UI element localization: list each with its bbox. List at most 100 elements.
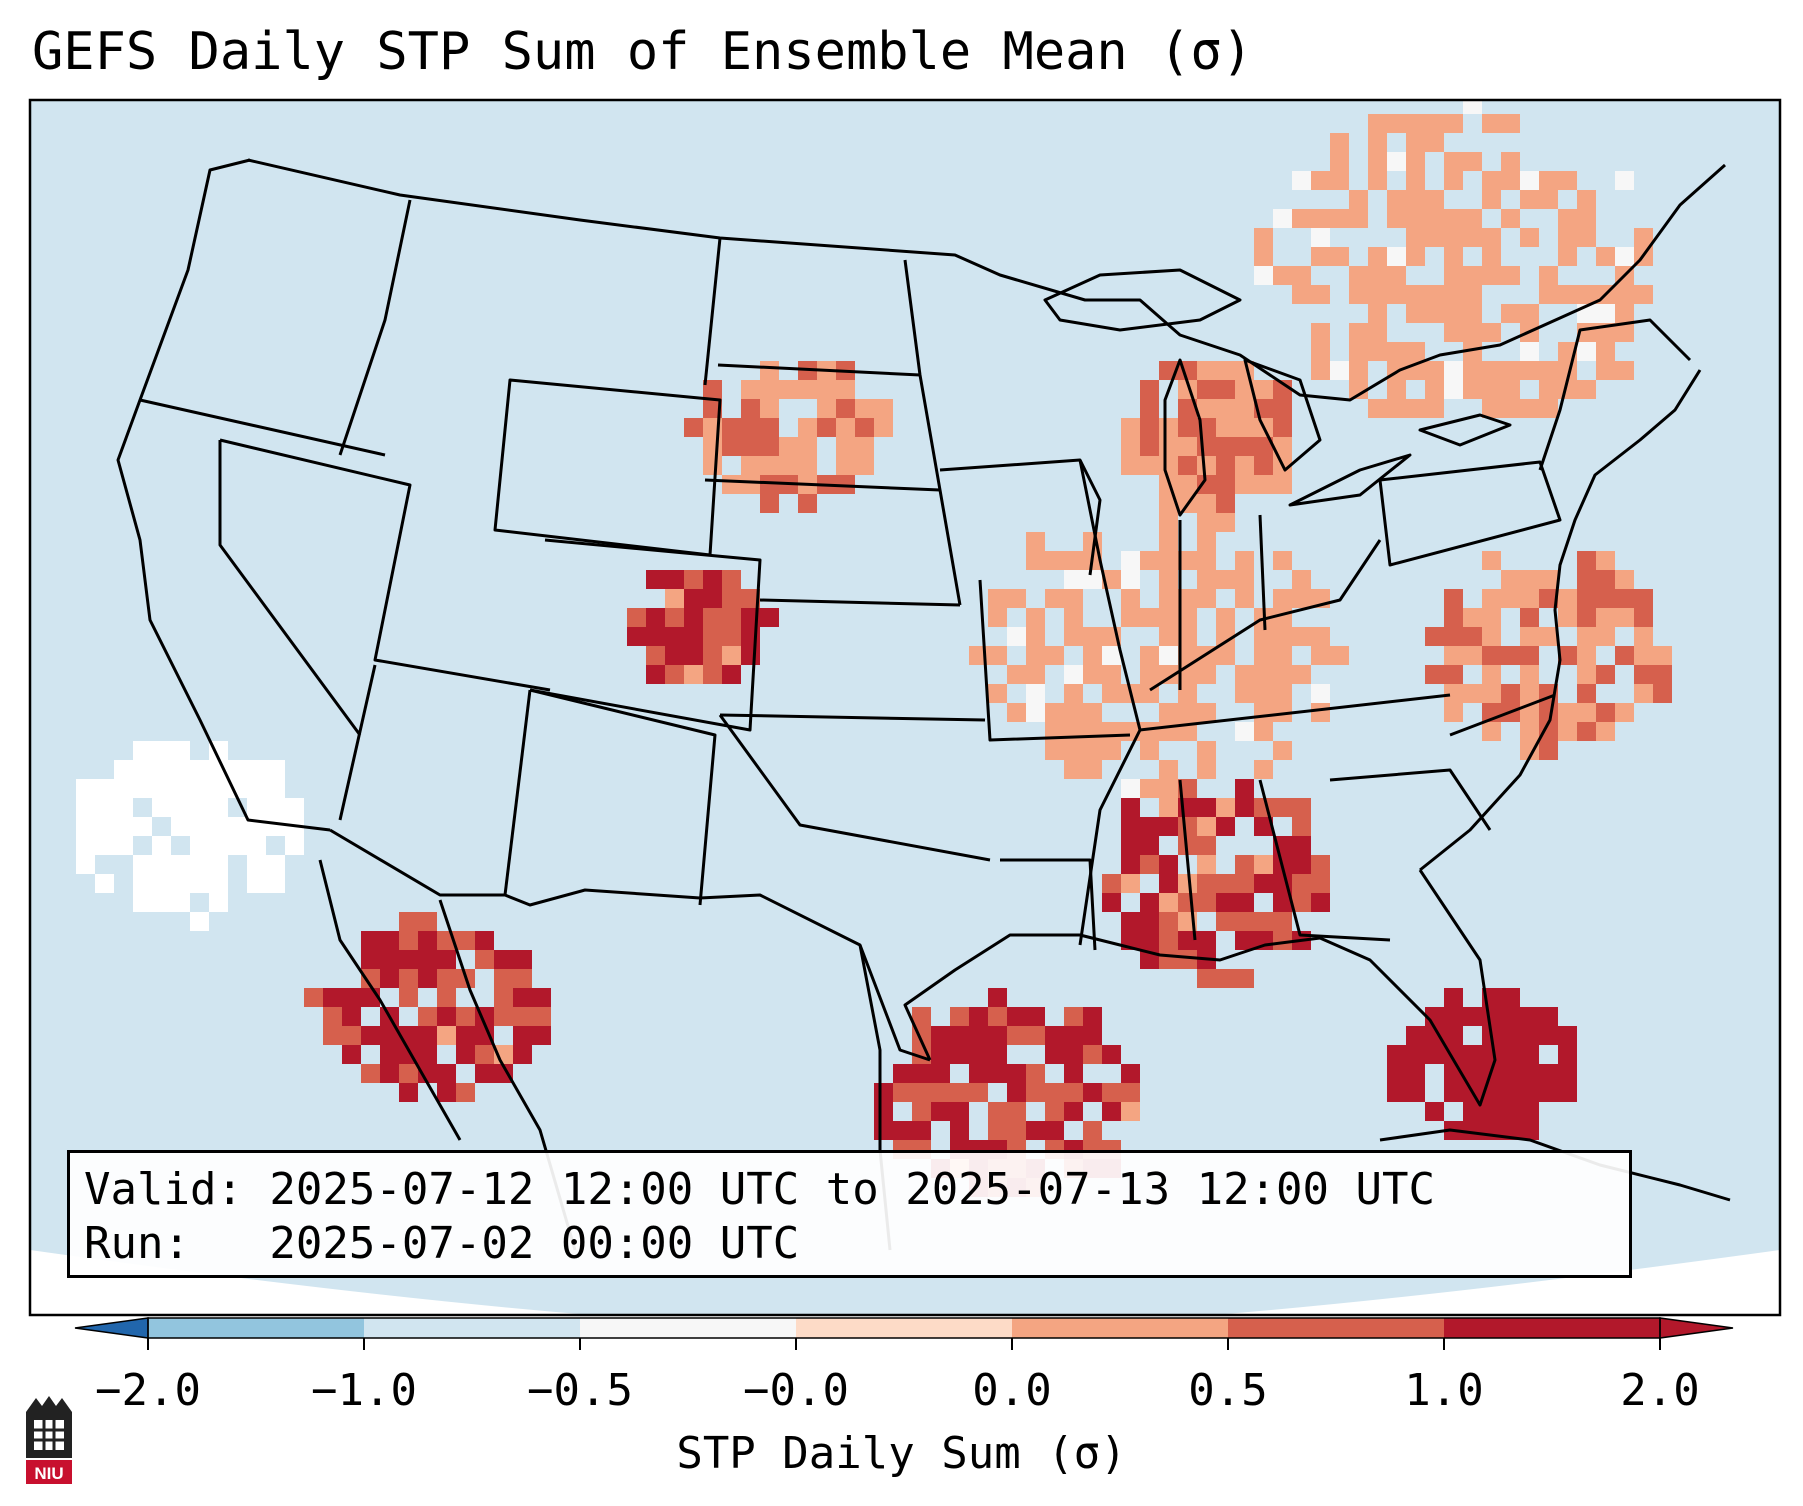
west-coast bbox=[116, 158, 331, 832]
stp-cell bbox=[1406, 342, 1425, 361]
stp-cell bbox=[1026, 684, 1045, 703]
stp-cell bbox=[1254, 703, 1273, 722]
stp-cell bbox=[627, 608, 646, 627]
stp-cell bbox=[1064, 684, 1083, 703]
stp-cell bbox=[1368, 114, 1387, 133]
stp-cell bbox=[1216, 418, 1235, 437]
stp-cell bbox=[1083, 722, 1102, 741]
stp-cell bbox=[1482, 190, 1501, 209]
stp-cell bbox=[1026, 703, 1045, 722]
stp-cell bbox=[1140, 722, 1159, 741]
stp-cell bbox=[1596, 361, 1615, 380]
stp-cell bbox=[418, 437, 437, 456]
stp-cell bbox=[1197, 931, 1216, 950]
stp-cell bbox=[1444, 1007, 1463, 1026]
stp-cell bbox=[1178, 817, 1197, 836]
stp-cell bbox=[1254, 665, 1273, 684]
stp-cell bbox=[1045, 646, 1064, 665]
stp-cell bbox=[1178, 456, 1197, 475]
stp-cell bbox=[1178, 551, 1197, 570]
stp-cell bbox=[1539, 570, 1558, 589]
stp-cell bbox=[456, 456, 475, 475]
stp-cell bbox=[437, 1064, 456, 1083]
stp-cell bbox=[513, 988, 532, 1007]
stp-cell bbox=[1140, 817, 1159, 836]
stp-cell bbox=[1178, 779, 1197, 798]
stp-cell bbox=[1539, 1064, 1558, 1083]
stp-cell bbox=[1463, 627, 1482, 646]
colorbar-segment bbox=[364, 1318, 580, 1338]
stp-cell bbox=[513, 950, 532, 969]
stp-cell bbox=[874, 1083, 893, 1102]
stp-cell bbox=[1178, 437, 1197, 456]
stp-cell bbox=[1634, 589, 1653, 608]
stp-cell bbox=[798, 380, 817, 399]
stp-cell bbox=[1007, 1007, 1026, 1026]
stp-cell bbox=[1197, 361, 1216, 380]
stp-cell bbox=[361, 931, 380, 950]
stp-cell bbox=[1653, 665, 1672, 684]
stp-cell bbox=[1558, 1064, 1577, 1083]
stp-cell bbox=[836, 456, 855, 475]
stp-cell bbox=[1292, 836, 1311, 855]
stp-cell bbox=[836, 418, 855, 437]
stp-cell bbox=[760, 380, 779, 399]
stp-cell bbox=[1273, 665, 1292, 684]
stp-cell bbox=[323, 342, 342, 361]
stp-cell bbox=[1387, 380, 1406, 399]
stp-cell bbox=[1159, 608, 1178, 627]
stp-cell bbox=[209, 798, 228, 817]
stp-cell bbox=[1501, 171, 1520, 190]
stp-cell bbox=[1463, 361, 1482, 380]
stp-cell bbox=[247, 874, 266, 893]
colorbar-label: STP Daily Sum (σ) bbox=[676, 1428, 1127, 1479]
stp-cell bbox=[361, 304, 380, 323]
stp-cell bbox=[1463, 646, 1482, 665]
stp-cell bbox=[1273, 798, 1292, 817]
stp-cell bbox=[1216, 475, 1235, 494]
stp-cell bbox=[1254, 912, 1273, 931]
stp-cell bbox=[1387, 399, 1406, 418]
stp-cell bbox=[285, 798, 304, 817]
stp-cell bbox=[209, 836, 228, 855]
stp-cell bbox=[1178, 893, 1197, 912]
stp-cell bbox=[1121, 418, 1140, 437]
stp-cell bbox=[1539, 1007, 1558, 1026]
stp-cell bbox=[1140, 399, 1159, 418]
stp-cell bbox=[1292, 627, 1311, 646]
stp-cell bbox=[1083, 760, 1102, 779]
stp-cell bbox=[1178, 931, 1197, 950]
stp-cell bbox=[703, 437, 722, 456]
stp-cell bbox=[874, 1121, 893, 1140]
stp-cell bbox=[95, 874, 114, 893]
valid-line: Valid: 2025-07-12 12:00 UTC to 2025-07-1… bbox=[84, 1164, 1436, 1215]
stp-cell bbox=[1444, 361, 1463, 380]
stp-cell bbox=[1482, 114, 1501, 133]
stp-cell bbox=[817, 399, 836, 418]
stp-cell bbox=[456, 1026, 475, 1045]
stp-cell bbox=[703, 646, 722, 665]
stp-cell bbox=[988, 1045, 1007, 1064]
stp-cell bbox=[817, 380, 836, 399]
stp-cell bbox=[1596, 247, 1615, 266]
stp-cell bbox=[1615, 247, 1634, 266]
stp-cell bbox=[361, 950, 380, 969]
stp-cell bbox=[437, 950, 456, 969]
stp-cell bbox=[456, 399, 475, 418]
stp-cell bbox=[1501, 1121, 1520, 1140]
stp-cell bbox=[1140, 551, 1159, 570]
stp-cell bbox=[1083, 741, 1102, 760]
stp-cell bbox=[437, 399, 456, 418]
stp-cell bbox=[1273, 589, 1292, 608]
stp-cell bbox=[1292, 893, 1311, 912]
stp-cell bbox=[1558, 1083, 1577, 1102]
stp-cell bbox=[1159, 418, 1178, 437]
stp-cell bbox=[1273, 266, 1292, 285]
stp-cell bbox=[1558, 1045, 1577, 1064]
stp-cell bbox=[741, 456, 760, 475]
stp-cell bbox=[285, 304, 304, 323]
stp-cell bbox=[1501, 1102, 1520, 1121]
stp-cell bbox=[1558, 608, 1577, 627]
stp-cell bbox=[1140, 456, 1159, 475]
stp-cell bbox=[76, 836, 95, 855]
